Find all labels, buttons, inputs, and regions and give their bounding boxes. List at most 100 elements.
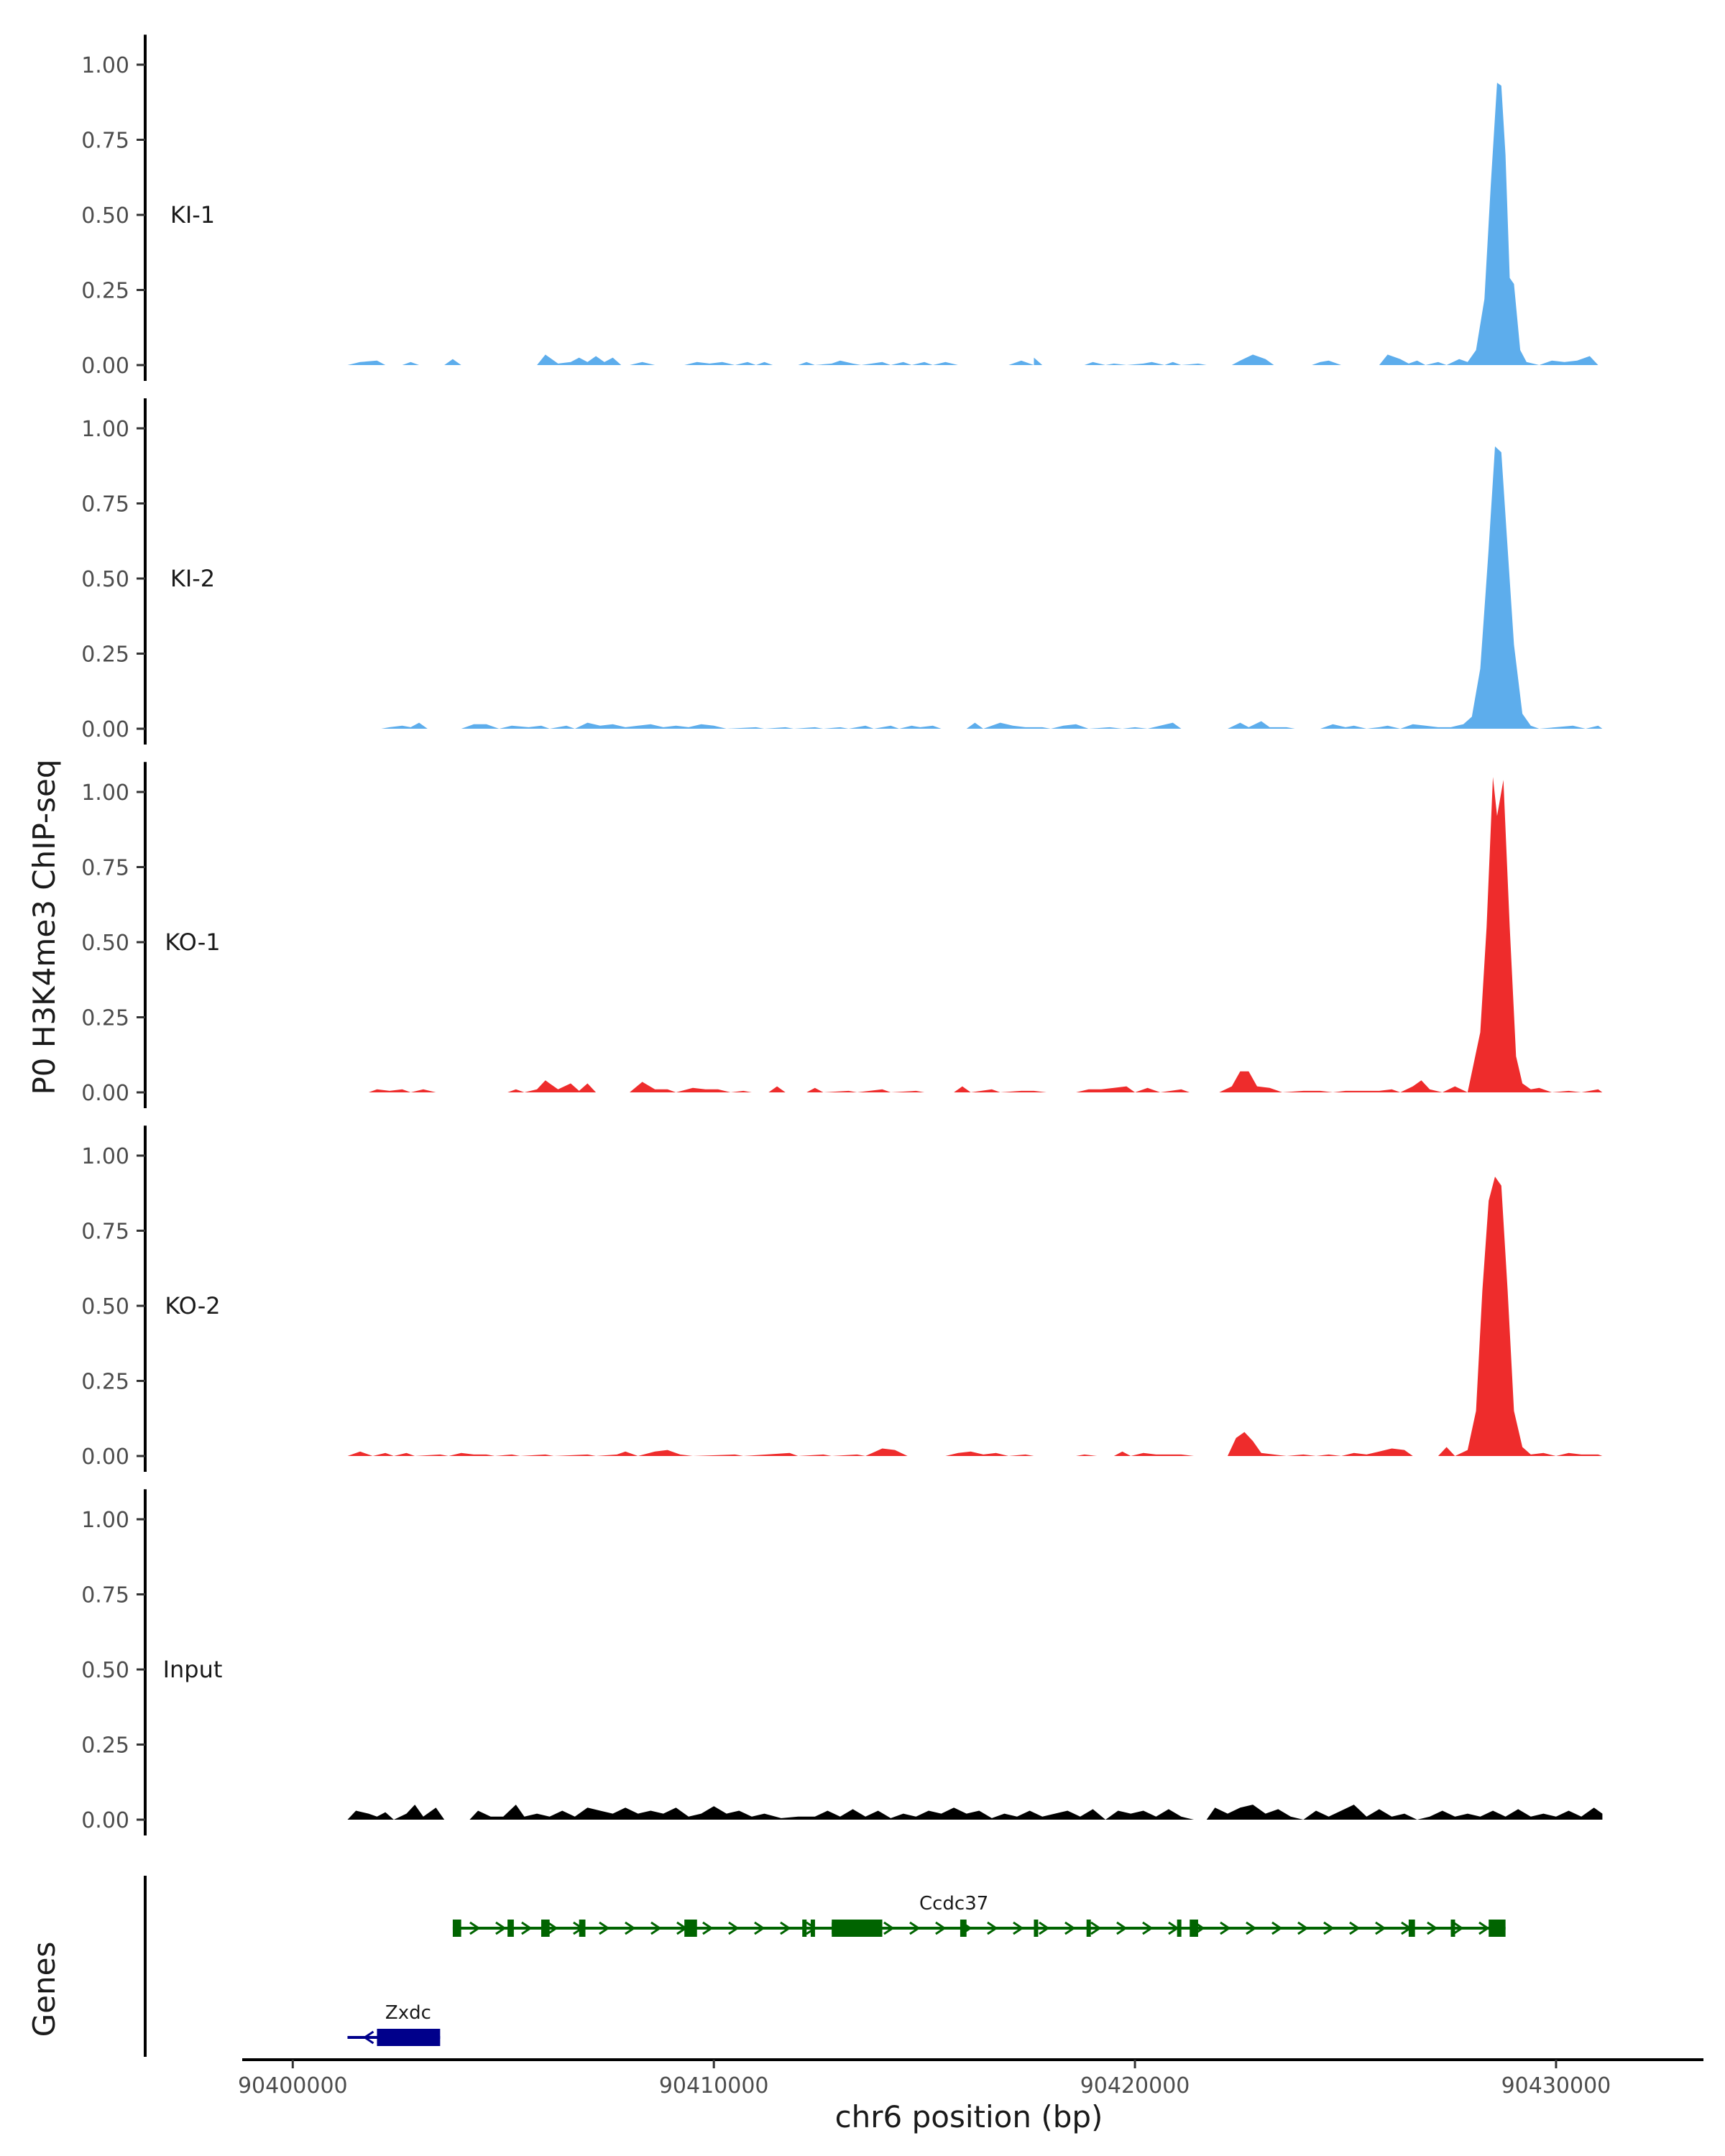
y-tick-label: 0.00 <box>81 1081 129 1106</box>
strand-arrow <box>1090 1921 1102 1935</box>
track-label: KI-1 <box>170 201 215 229</box>
strand-arrow <box>1271 1921 1283 1935</box>
strand-arrow <box>521 1921 533 1935</box>
strand-arrow <box>495 1921 507 1935</box>
y-tick-label: 0.25 <box>81 642 129 668</box>
y-tick-label: 0.00 <box>81 354 129 379</box>
strand-arrow <box>547 1921 558 1935</box>
y-tick-label: 1.00 <box>81 1144 129 1169</box>
track-label: KO-1 <box>165 929 220 956</box>
gene-exon <box>1190 1920 1198 1937</box>
x-axis-title: chr6 position (bp) <box>835 2099 1103 2134</box>
gene-exon <box>540 1920 550 1937</box>
gene-label: Ccdc37 <box>919 1893 988 1915</box>
strand-arrow <box>909 1921 921 1935</box>
strand-arrow <box>728 1921 740 1935</box>
y-tick-label: 0.75 <box>81 1583 129 1608</box>
gene-utr <box>832 1922 840 1934</box>
strand-arrow <box>1039 1921 1050 1935</box>
gene-zxdc: Zxdc <box>347 2002 441 2046</box>
strand-arrow <box>987 1921 998 1935</box>
strand-arrow <box>935 1921 947 1935</box>
signal-area <box>381 446 1603 729</box>
x-axis: 90400000 90410000 90420000 90430000 <box>238 2058 1703 2099</box>
strand-arrow <box>806 1921 817 1935</box>
strand-arrow <box>780 1921 791 1935</box>
y-tick-label: 1.00 <box>81 417 129 442</box>
y-tick-label: 1.00 <box>81 780 129 806</box>
y-tick-label: 0.25 <box>81 279 129 304</box>
signal-area <box>347 1805 1603 1820</box>
y-tick-label: 1.00 <box>81 1508 129 1533</box>
strand-arrow <box>650 1921 662 1935</box>
strand-arrow <box>469 1921 481 1935</box>
gene-exon <box>507 1920 514 1937</box>
signal-area <box>368 777 1603 1092</box>
strand-arrow <box>1064 1921 1076 1935</box>
y-tick-label: 1.00 <box>81 53 129 78</box>
panel-ko-2: 0.00 0.25 0.50 0.75 1.00 KO-2 <box>81 1125 1603 1472</box>
strand-arrow <box>883 1921 895 1935</box>
strand-arrow <box>1375 1921 1386 1935</box>
gene-exon <box>810 1920 815 1937</box>
y-tick-label: 0.50 <box>81 931 129 956</box>
strand-arrow <box>1013 1921 1024 1935</box>
gene-exon <box>579 1920 586 1937</box>
track-label: Input <box>163 1656 223 1683</box>
gene-exon <box>1034 1920 1039 1937</box>
y-tick-label: 0.25 <box>81 1370 129 1395</box>
genes-track-title: Genes <box>27 1942 62 2037</box>
strand-arrow <box>754 1921 765 1935</box>
gene-exon <box>1177 1920 1182 1937</box>
track-label: KI-2 <box>170 565 215 592</box>
strand-arrow <box>1427 1921 1438 1935</box>
y-tick-label: 0.75 <box>81 129 129 154</box>
y-tick-label: 0.75 <box>81 856 129 881</box>
y-tick-label: 0.75 <box>81 492 129 517</box>
y-tick-label: 0.50 <box>81 567 129 592</box>
y-tick-label: 0.50 <box>81 1658 129 1683</box>
strand-arrow <box>1323 1921 1335 1935</box>
gene-label: Zxdc <box>385 2002 431 2024</box>
signal-area <box>347 83 1598 365</box>
gene-ccdc37: Ccdc37 <box>452 1893 1506 1937</box>
panel-ki-2: 0.00 0.25 0.50 0.75 1.00 KI-2 <box>81 398 1603 745</box>
gene-exon <box>802 1920 807 1937</box>
y-tick-label: 0.50 <box>81 203 129 229</box>
y-tick-label: 0.25 <box>81 1733 129 1759</box>
gene-exon <box>1450 1920 1455 1937</box>
x-tick-label: 90420000 <box>1080 2073 1190 2099</box>
gene-exon <box>1086 1920 1091 1937</box>
strand-arrow <box>702 1921 714 1935</box>
y-axis-title: P0 H3K4me3 ChIP-seq <box>27 759 62 1095</box>
strand-arrow <box>625 1921 636 1935</box>
x-tick-label: 90410000 <box>659 2073 769 2099</box>
gene-exon <box>684 1920 697 1937</box>
y-tick-label: 0.00 <box>81 1445 129 1470</box>
gene-exon <box>960 1920 967 1937</box>
gene-exon <box>1408 1920 1415 1937</box>
y-tick-label: 0.25 <box>81 1006 129 1031</box>
gene-exon <box>1489 1920 1506 1937</box>
y-tick-label: 0.50 <box>81 1294 129 1319</box>
gene-track: Ccdc37 Zxdc <box>144 1876 1506 2057</box>
strand-arrow <box>599 1921 610 1935</box>
x-tick-label: 90430000 <box>1501 2073 1611 2099</box>
y-tick-label: 0.75 <box>81 1220 129 1245</box>
x-tick-label: 90400000 <box>238 2073 348 2099</box>
strand-arrow <box>1297 1921 1309 1935</box>
track-label: KO-2 <box>165 1292 220 1319</box>
strand-arrow <box>1246 1921 1257 1935</box>
y-tick-label: 0.00 <box>81 717 129 742</box>
strand-arrow <box>1478 1921 1490 1935</box>
strand-arrow <box>1220 1921 1231 1935</box>
strand-arrow <box>1116 1921 1128 1935</box>
strand-arrow <box>1142 1921 1154 1935</box>
panel-ki-1: 0.00 0.25 0.50 0.75 1.00 KI-1 <box>81 34 1598 381</box>
panel-ko-1: 0.00 0.25 0.50 0.75 1.00 KO-1 <box>81 762 1603 1108</box>
signal-area <box>347 1176 1603 1456</box>
strand-arrow <box>1453 1921 1464 1935</box>
strand-arrow <box>362 2030 374 2045</box>
y-tick-label: 0.00 <box>81 1808 129 1833</box>
